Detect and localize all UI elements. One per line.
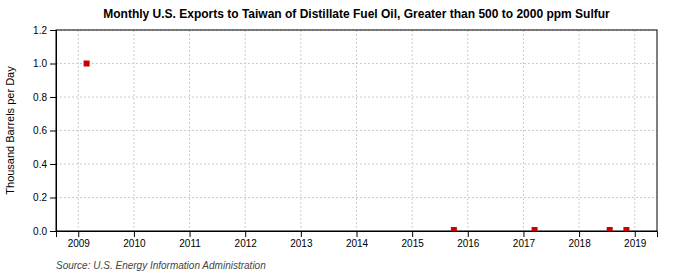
- x-axis-tick-mark: [468, 231, 469, 237]
- source-note: Source: U.S. Energy Information Administ…: [56, 260, 266, 271]
- y-axis-tick-label: 1.0: [33, 58, 47, 69]
- point: [607, 227, 613, 231]
- grid-line-y: [56, 130, 657, 131]
- y-axis-tick-mark: [50, 30, 56, 31]
- x-axis-tick-label: 2016: [457, 238, 480, 249]
- grid-line-y: [56, 164, 657, 165]
- x-axis-tick-mark: [579, 231, 580, 237]
- y-axis-tick-mark: [50, 64, 56, 65]
- x-axis-tick-label: 2010: [123, 238, 146, 249]
- y-axis-tick-label: 0.8: [33, 92, 47, 103]
- x-axis-tick-mark: [412, 231, 413, 237]
- x-axis-tick-mark: [635, 231, 636, 237]
- x-axis-tick-label: 2011: [179, 238, 201, 249]
- x-axis-tick-label: 2012: [235, 238, 258, 249]
- y-axis-tick-label: 1.2: [33, 25, 47, 36]
- x-axis-tick: 2012: [235, 231, 258, 249]
- x-axis-tick: 2018: [568, 231, 591, 249]
- y-axis-tick-mark: [50, 97, 56, 98]
- y-axis-tick: 1.2: [33, 25, 56, 36]
- x-axis-tick-label: 2017: [513, 238, 536, 249]
- x-axis-tick-label: 2019: [624, 238, 647, 249]
- x-axis-tick-label: 2013: [290, 238, 313, 249]
- x-axis-tick: 2009: [68, 231, 91, 249]
- x-axis-domain: [57, 232, 658, 238]
- x-axis-tick: 2014: [346, 231, 369, 249]
- grid-line-x: [634, 30, 635, 231]
- y-axis-domain: [50, 31, 57, 232]
- grid-line-y: [56, 63, 657, 64]
- grid-line-x: [523, 30, 524, 231]
- y-axis-tick: 0.0: [33, 226, 56, 237]
- y-axis-tick: 0.2: [33, 192, 56, 203]
- y-axis-tick: 0.8: [33, 92, 56, 103]
- x-axis-tick-mark: [245, 231, 246, 237]
- grid-line-y: [56, 97, 657, 98]
- x-axis-tick: 2019: [624, 231, 647, 249]
- x-axis-tick-label: 2018: [568, 238, 591, 249]
- y-axis-tick-label: 0.0: [33, 226, 47, 237]
- x-axis-tick-label: 2014: [346, 238, 369, 249]
- y-axis-tick-label: 0.2: [33, 192, 47, 203]
- x-axis-tick: 2010: [123, 231, 146, 249]
- x-axis-tick-mark: [357, 231, 358, 237]
- point: [623, 227, 629, 231]
- x-axis-tick: 2013: [290, 231, 313, 249]
- points: [84, 61, 630, 232]
- x-axis-tick: 2011: [179, 231, 201, 249]
- y-axis-tick-label: 0.4: [33, 159, 47, 170]
- title: Monthly U.S. Exports to Taiwan of Distil…: [103, 7, 610, 21]
- x-axis-tick: 2015: [402, 231, 425, 249]
- y-axis: 0.0 0.2 0.4 0.6 0.8 1.0 1.2: [33, 25, 56, 237]
- x-axis-tick-label: 2009: [68, 238, 91, 249]
- x-axis-tick: 2016: [457, 231, 480, 249]
- y-axis-title: Thousand Barrels per Day: [4, 66, 16, 195]
- x-axis-tick: 2017: [513, 231, 536, 249]
- x-axis-tick-mark: [78, 231, 79, 237]
- y-axis-tick-mark: [50, 198, 56, 199]
- grid-line-y: [56, 197, 657, 198]
- point: [451, 227, 457, 231]
- y-axis-tick: 0.6: [33, 125, 56, 136]
- plot-frame: [56, 30, 657, 231]
- y-axis-tick: 1.0: [33, 58, 56, 69]
- y-axis-tick-mark: [50, 231, 56, 232]
- grid: [56, 30, 657, 231]
- point: [84, 61, 90, 67]
- x-axis: 2009 2010 2011 2012 2013 2014 2015 2016 2017 2018…: [57, 231, 658, 249]
- point: [532, 227, 538, 231]
- y-axis-tick-label: 0.6: [33, 125, 47, 136]
- grid-line-x: [579, 30, 580, 231]
- y-axis-tick-mark: [50, 131, 56, 132]
- y-axis-tick: 0.4: [33, 159, 56, 170]
- x-axis-tick-mark: [190, 231, 191, 237]
- plot: 2009 2010 2011 2012 2013 2014 2015 2016 2017 2018…: [33, 25, 657, 249]
- x-axis-tick-mark: [523, 231, 524, 237]
- x-axis-tick-mark: [301, 231, 302, 237]
- x-axis-tick-mark: [134, 231, 135, 237]
- x-axis-tick-label: 2015: [402, 238, 425, 249]
- chart: 2009 2010 2011 2012 2013 2014 2015 2016 2017 2018…: [0, 0, 675, 275]
- y-axis-tick-mark: [50, 164, 56, 165]
